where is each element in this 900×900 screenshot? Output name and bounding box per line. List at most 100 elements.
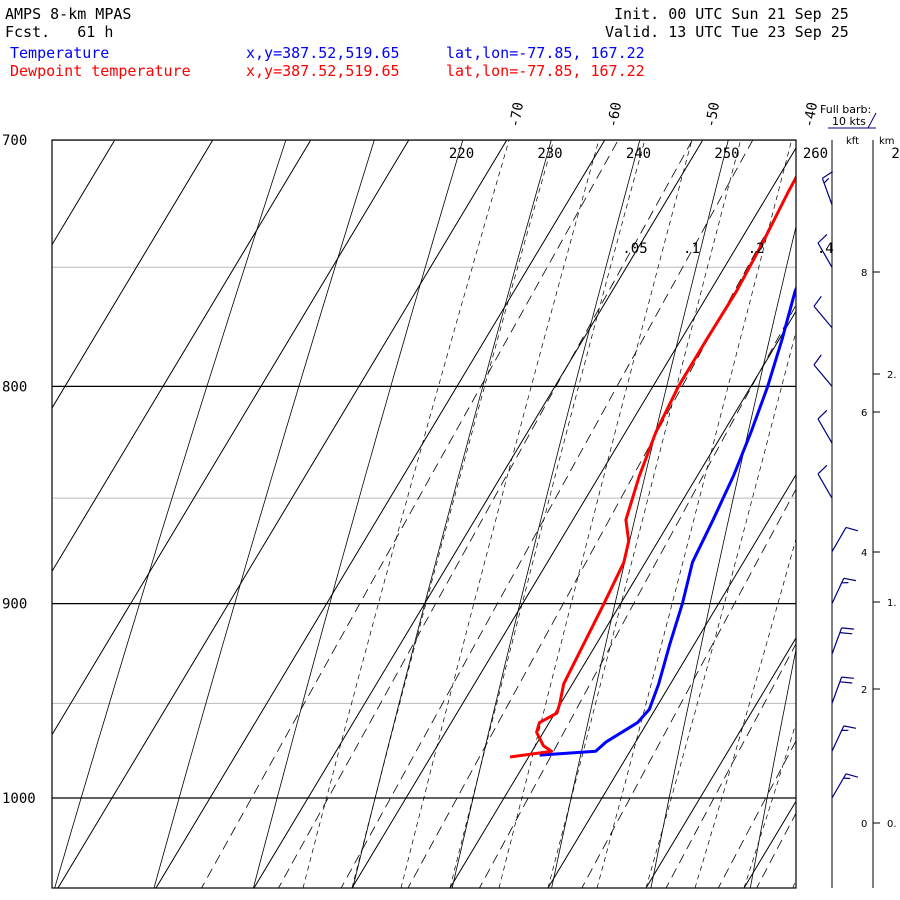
wind-title-line2: 10 kts xyxy=(832,115,866,128)
moist-adiabat xyxy=(792,878,796,888)
wind-barb-flag xyxy=(843,577,857,582)
mixing-ratio-line xyxy=(201,140,619,888)
full-barb-sample-flag xyxy=(867,112,877,129)
isotherm xyxy=(52,140,214,409)
kft-label: kft xyxy=(846,136,859,147)
isotherm-label: -70 xyxy=(507,101,527,129)
temperature-legend-xy: x,y=387.52,519.65 xyxy=(246,44,400,62)
moist-adiabat xyxy=(596,140,793,888)
temperature-profile xyxy=(539,285,796,757)
dry-adiabat xyxy=(551,140,729,888)
pressure-tick-label: 900 xyxy=(2,597,27,613)
isotherm xyxy=(57,140,508,888)
dry-adiabat xyxy=(54,140,287,888)
dry-adiabat xyxy=(153,140,375,888)
wind-barb-staff xyxy=(831,676,843,704)
mixing-ratio-line xyxy=(407,177,796,888)
dewpoint-legend-xy: x,y=387.52,519.65 xyxy=(246,62,400,80)
wind-barb-flag xyxy=(817,409,828,420)
isotherm-label: -50 xyxy=(703,101,723,129)
wind-title-line1: Full barb: xyxy=(820,103,871,116)
plot-area xyxy=(52,114,900,889)
moist-adiabat xyxy=(449,140,646,888)
wind-barb-flag xyxy=(845,773,859,778)
theta-label: 250 xyxy=(714,146,739,162)
wind-barb-flag xyxy=(841,676,854,679)
km-tick-label: 1. xyxy=(887,598,897,609)
pressure-tick-label: 800 xyxy=(2,379,27,395)
wind-barb-flag xyxy=(823,177,830,184)
wind-barb-staff xyxy=(813,305,833,329)
pressure-tick-label: 700 xyxy=(2,133,27,149)
moist-adiabat xyxy=(842,114,900,889)
wind-barb-staff xyxy=(831,773,847,799)
isotherm xyxy=(547,473,796,888)
wind-barb-staff xyxy=(813,364,833,387)
mixing-ratio-label: .1 xyxy=(683,241,700,257)
wind-barb-staff xyxy=(831,527,847,552)
wind-barb-flag xyxy=(817,233,828,244)
init-time: Init. 00 UTC Sun 21 Sep 25 xyxy=(614,5,849,23)
isotherm xyxy=(449,310,796,888)
wind-barb-flag xyxy=(813,354,822,366)
temperature-legend-latlon: lat,lon=-77.85, 167.22 xyxy=(446,44,645,62)
wind-barb-staff xyxy=(817,418,833,444)
wind-barb-flag xyxy=(841,627,854,630)
moist-adiabat xyxy=(498,140,693,888)
wind-barb-flag xyxy=(813,295,822,307)
wind-barb-flag xyxy=(839,681,853,684)
fcst-label: Fcst. xyxy=(5,23,51,41)
km-label: km xyxy=(879,136,895,147)
isotherm xyxy=(52,140,116,246)
temperature-legend-name: Temperature xyxy=(10,44,110,62)
pressure-tick-label: 1000 xyxy=(2,791,36,807)
valid-time: Valid. 13 UTC Tue 23 Sep 25 xyxy=(605,23,849,41)
moist-adiabat xyxy=(400,140,600,888)
dry-adiabat xyxy=(650,224,796,888)
theta-label: 240 xyxy=(626,146,651,162)
kft-tick-label: 4 xyxy=(861,548,867,559)
dewpoint-profile xyxy=(509,174,796,759)
kft-tick-label: 0 xyxy=(861,819,867,830)
valid-label: Valid. xyxy=(605,23,660,41)
isotherm xyxy=(842,140,900,888)
isotherm-label: -60 xyxy=(605,101,625,129)
init-label: Init. xyxy=(614,5,660,23)
wind-barb-flag xyxy=(845,526,859,532)
moist-adiabat xyxy=(891,114,900,889)
moist-adiabat xyxy=(645,330,796,888)
mixing-ratio-label: .4 xyxy=(817,241,834,257)
theta-label: 220 xyxy=(449,146,474,162)
wind-barb-staff xyxy=(817,242,833,268)
isotherm xyxy=(52,140,312,573)
mixing-ratio-line xyxy=(717,739,796,888)
isotherm-label: -40 xyxy=(801,101,821,129)
wind-barb-staff xyxy=(821,178,833,205)
wind-barb-flag xyxy=(822,171,834,179)
mixing-ratio-line xyxy=(478,304,796,888)
km-tick-label: 0. xyxy=(887,819,897,830)
dry-adiabat xyxy=(252,140,464,888)
init-value: 00 UTC Sun 21 Sep 25 xyxy=(668,5,849,23)
theta-label: 230 xyxy=(537,146,562,162)
model-title: AMPS 8-km MPAS xyxy=(5,5,132,23)
isotherm xyxy=(52,140,410,736)
isotherm xyxy=(351,147,796,888)
forecast-hour: Fcst. 61 h xyxy=(5,23,113,41)
plot-frame xyxy=(51,139,797,889)
isotherm xyxy=(155,140,606,888)
dewpoint-legend-latlon: lat,lon=-77.85, 167.22 xyxy=(446,62,645,80)
moist-adiabat xyxy=(743,722,796,888)
fcst-value: 61 h xyxy=(77,23,114,41)
moist-adiabat xyxy=(351,140,555,888)
wind-barb-flag xyxy=(839,632,853,635)
wind-barb-staff xyxy=(831,725,845,752)
mixing-ratio-line xyxy=(278,140,693,888)
moist-adiabat xyxy=(694,537,796,888)
mixing-ratio-line xyxy=(340,140,754,888)
wind-barb-flag xyxy=(817,464,828,475)
isotherm xyxy=(645,637,796,888)
wind-barb-staff xyxy=(831,578,845,604)
wind-barb-staff xyxy=(831,627,843,655)
